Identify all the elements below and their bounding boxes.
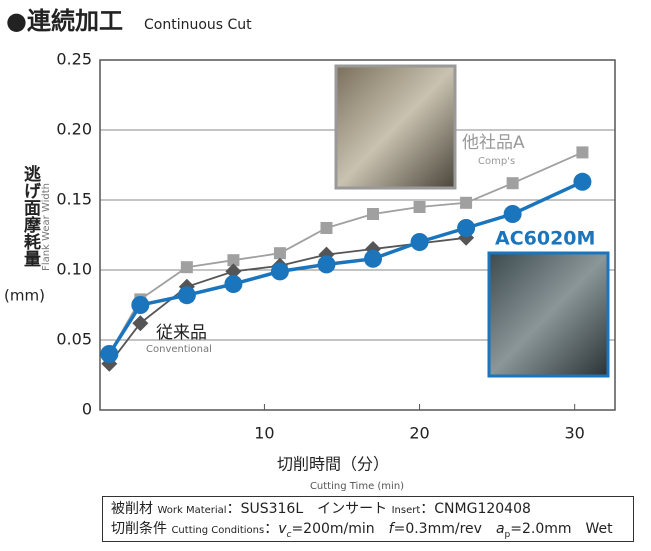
x-axis-label: 切削時間（分） xyxy=(277,455,389,474)
plot-area: 0 0.05 0.10 0.15 0.20 0.25 10 20 30 xyxy=(56,50,616,443)
marker xyxy=(177,286,196,305)
y-axis-label: 逃げ面摩耗量 xyxy=(20,164,41,267)
marker xyxy=(413,201,426,213)
marker xyxy=(364,249,383,268)
text: 切削条件 xyxy=(111,521,167,537)
x-tick-label: 30 xyxy=(564,424,584,443)
marker xyxy=(224,275,243,293)
marker xyxy=(225,263,242,280)
marker xyxy=(320,222,333,234)
marker xyxy=(410,233,429,251)
marker xyxy=(460,196,473,209)
series-label: 他社品A xyxy=(462,133,525,153)
text: Insert xyxy=(391,505,421,516)
text: =2.0mm Wet xyxy=(510,521,613,537)
marker xyxy=(506,177,519,190)
series-label-en: Conventional xyxy=(146,344,212,355)
marker xyxy=(273,247,286,260)
y-tick-label: 0.25 xyxy=(56,50,92,69)
text: 被削材 xyxy=(111,501,153,517)
text: a xyxy=(495,521,505,537)
text: c xyxy=(286,529,292,540)
series-label-en: Comp's xyxy=(478,156,515,167)
marker xyxy=(227,254,240,267)
series-label: AC6020M xyxy=(495,228,595,250)
y-tick-label: 0 xyxy=(82,400,92,419)
marker xyxy=(270,262,289,281)
y-tick-label: 0.20 xyxy=(56,120,92,139)
text: Cutting Conditions xyxy=(171,525,265,536)
text: ：SUS316L インサート xyxy=(226,501,388,517)
marker xyxy=(317,255,336,274)
text: ： xyxy=(264,521,279,537)
y-axis-unit: (mm) xyxy=(4,287,45,305)
y-tick-label: 0.10 xyxy=(56,260,92,279)
x-axis-label-en: Cutting Time (min) xyxy=(310,481,404,492)
y-tick-label: 0.05 xyxy=(56,330,92,349)
photo-comp xyxy=(334,64,457,190)
text: =0.3mm/rev xyxy=(393,521,496,537)
conditions-box: 被削材 Work Material：SUS316L インサート Insert：C… xyxy=(102,496,634,542)
y-tick-label: 0.15 xyxy=(56,190,92,209)
chart-title: ●連続加工 xyxy=(6,7,123,35)
marker xyxy=(457,219,476,237)
y-axis-label-en: Flank Wear Width xyxy=(41,183,52,271)
text: Work Material xyxy=(157,505,227,516)
text: v xyxy=(278,521,287,537)
marker xyxy=(132,315,149,332)
marker xyxy=(576,146,589,159)
x-tick-label: 10 xyxy=(254,424,274,443)
marker xyxy=(131,296,150,314)
marker xyxy=(573,172,592,191)
chart-subtitle: Continuous Cut xyxy=(144,17,252,33)
series-label: 従来品 xyxy=(156,323,207,343)
text: ：CNMG120408 xyxy=(420,501,531,517)
marker xyxy=(100,345,119,363)
photo-ac6020m xyxy=(487,251,610,378)
text: =200m/min xyxy=(291,521,389,537)
text: f xyxy=(388,521,394,537)
marker xyxy=(180,261,193,274)
marker xyxy=(367,208,380,220)
text: p xyxy=(504,529,511,540)
conditions-line: 切削条件 Cutting Conditions：vc=200m/min f=0.… xyxy=(111,520,625,545)
x-tick-label: 20 xyxy=(409,424,429,443)
marker xyxy=(503,205,522,223)
conditions-line: 被削材 Work Material：SUS316L インサート Insert：C… xyxy=(111,500,625,520)
plot-frame xyxy=(99,59,616,411)
